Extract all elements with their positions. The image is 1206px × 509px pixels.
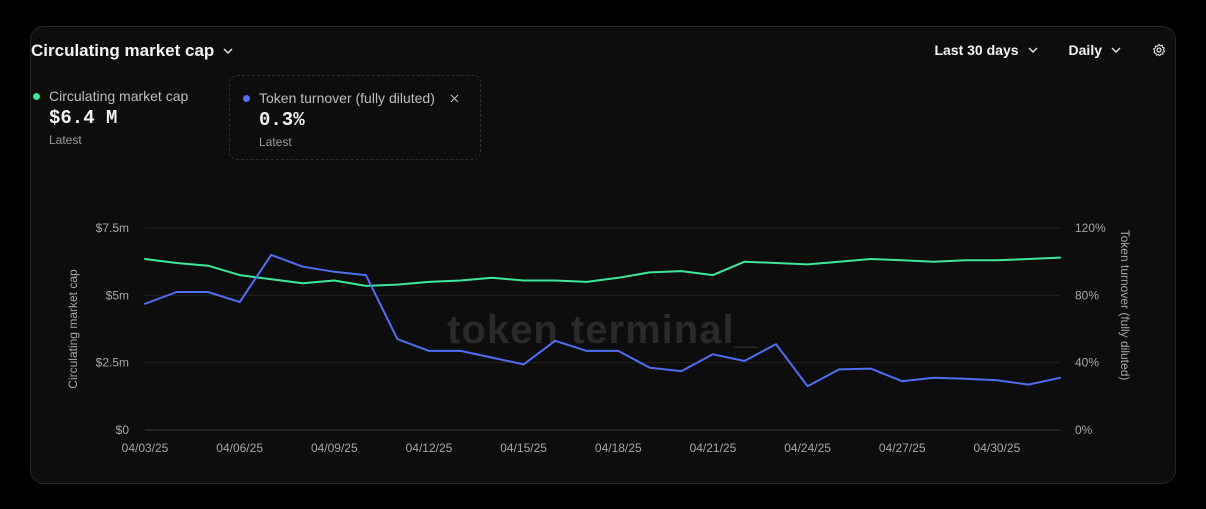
y-left-axis-label: Circulating market cap <box>66 269 80 389</box>
metric-sub: Latest <box>49 133 82 147</box>
granularity-label: Daily <box>1068 42 1102 58</box>
close-icon[interactable] <box>450 94 459 103</box>
x-tick-label: 04/09/25 <box>311 441 358 455</box>
metric-name: Circulating market cap <box>49 88 189 104</box>
metric-value: $6.4 M <box>49 107 118 129</box>
legend-circulating-market-cap[interactable]: Circulating market cap $6.4 M Latest <box>33 88 188 147</box>
x-tick-label: 04/30/25 <box>974 441 1021 455</box>
y-right-tick-label: 80% <box>1075 288 1099 302</box>
metric-sub: Latest <box>259 135 292 149</box>
granularity-dropdown[interactable]: Daily <box>1069 42 1122 58</box>
series-color-dot <box>33 92 40 100</box>
x-tick-label: 04/27/25 <box>879 441 926 455</box>
series-line-token-turnover <box>144 253 1061 388</box>
chevron-down-icon <box>1111 47 1121 53</box>
y-right-tick-label: 0% <box>1075 423 1093 437</box>
chart-controls: Last 30 days Daily <box>934 42 1166 58</box>
x-tick-label: 04/21/25 <box>690 441 737 455</box>
x-tick-label: 04/24/25 <box>784 441 831 455</box>
y-left-tick-label: $2.5m <box>96 356 129 370</box>
series-color-dot <box>243 94 250 102</box>
x-tick-label: 04/15/25 <box>500 441 547 455</box>
x-tick-label: 04/03/25 <box>122 441 169 455</box>
period-dropdown[interactable]: Last 30 days <box>934 42 1038 58</box>
chart-card <box>30 26 1176 484</box>
period-label: Last 30 days <box>934 42 1019 58</box>
chart-title: Circulating market cap <box>31 41 215 60</box>
metric-name: Token turnover (fully diluted) <box>259 90 435 106</box>
metric-selector[interactable]: Circulating market cap <box>31 41 234 61</box>
legend-token-turnover[interactable]: Token turnover (fully diluted) 0.3% Late… <box>229 75 481 160</box>
y-left-tick-label: $0 <box>116 423 130 437</box>
watermark: token terminal_ <box>447 308 758 352</box>
y-right-tick-label: 40% <box>1075 356 1099 370</box>
metric-value: 0.3% <box>259 109 305 131</box>
y-right-axis-label: Token turnover (fully diluted) <box>1118 230 1132 381</box>
gear-icon[interactable] <box>1152 43 1166 57</box>
y-left-tick-label: $5m <box>106 288 129 302</box>
y-right-tick-label: 120% <box>1075 221 1106 235</box>
x-tick-label: 04/18/25 <box>595 441 642 455</box>
chevron-down-icon <box>1028 47 1038 53</box>
series-line-circulating-market-cap <box>144 256 1061 287</box>
chevron-down-icon <box>223 48 233 54</box>
y-left-tick-label: $7.5m <box>96 221 129 235</box>
x-tick-label: 04/12/25 <box>406 441 453 455</box>
x-tick-label: 04/06/25 <box>216 441 263 455</box>
